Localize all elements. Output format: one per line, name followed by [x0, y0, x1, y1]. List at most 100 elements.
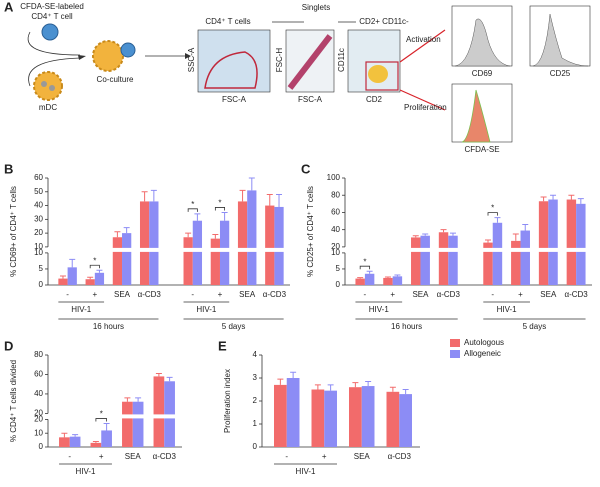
error-bar	[92, 440, 99, 443]
bar	[274, 384, 287, 447]
error-bar	[550, 194, 557, 200]
significance-label: *	[191, 200, 194, 209]
subgroup-label: HIV-1	[75, 467, 96, 476]
axis-break	[341, 247, 594, 252]
y-tick-label: 80	[331, 190, 340, 199]
error-bar	[352, 382, 359, 388]
bar	[247, 190, 257, 285]
bar	[219, 220, 230, 285]
coculture-label: Co-culture	[97, 75, 134, 84]
legend-label: Autologous	[464, 338, 504, 347]
bar	[492, 222, 503, 285]
error-bar	[485, 239, 492, 243]
y-tick-label: 40	[331, 225, 340, 234]
error-bar	[87, 276, 94, 280]
error-bar	[266, 194, 273, 206]
y-axis-label: % CD4⁺ T cells divided	[9, 360, 18, 442]
bar	[438, 232, 449, 285]
significance-bracket	[95, 418, 108, 422]
y-tick-label: 20	[34, 415, 43, 424]
bar	[286, 378, 300, 447]
error-bar	[512, 233, 519, 241]
panel-letter: D	[4, 338, 13, 353]
y-tick-label: 5	[336, 264, 341, 273]
significance-label: *	[93, 256, 96, 265]
x-tick-label: SEA	[540, 290, 557, 299]
y-tick-label: 60	[34, 370, 43, 379]
error-bar	[123, 227, 130, 234]
x-tick-label: α-CD3	[564, 290, 588, 299]
group-label: 16 hours	[391, 322, 422, 331]
error-bar	[365, 380, 372, 387]
significance-bracket	[214, 207, 226, 211]
axis-break	[44, 414, 184, 419]
x-tick-label: -	[68, 452, 71, 461]
significance-bracket	[187, 208, 198, 212]
bar	[411, 237, 421, 285]
x-tick-label: +	[99, 452, 104, 461]
error-bar	[124, 397, 131, 402]
x-tick-label: α-CD3	[138, 290, 162, 299]
y-tick-label: 40	[34, 389, 43, 398]
error-bar	[394, 274, 401, 277]
axis-label: CD11c	[337, 48, 346, 72]
error-bar	[96, 269, 103, 273]
y-tick-label: 80	[34, 350, 43, 359]
axis-break	[44, 247, 292, 252]
y-tick-label: 3	[253, 373, 258, 382]
error-bar	[114, 231, 121, 238]
arrowhead	[78, 55, 86, 60]
error-bar	[248, 177, 255, 191]
axis-label: SSC-A	[187, 47, 196, 72]
error-bar	[366, 270, 373, 274]
y-tick-label: 20	[331, 242, 340, 251]
bar	[364, 273, 375, 285]
x-tick-label: +	[518, 290, 523, 299]
x-tick-label: -	[491, 290, 494, 299]
histogram-label: CD25	[550, 69, 571, 78]
error-bar	[141, 191, 148, 202]
error-bar	[568, 194, 575, 200]
error-bar	[290, 371, 297, 378]
subgroup-label: HIV-1	[369, 305, 390, 314]
y-tick-label: 10	[34, 242, 43, 251]
connector	[27, 31, 81, 87]
histogram-curve	[532, 13, 589, 67]
error-bar	[194, 213, 201, 221]
x-tick-label: +	[92, 290, 97, 299]
bar	[311, 389, 325, 447]
y-tick-label: 10	[331, 248, 340, 257]
error-bar	[314, 384, 321, 390]
axis-label: FSC-H	[275, 48, 284, 73]
bar	[153, 376, 165, 447]
error-bar	[402, 389, 409, 395]
bar	[122, 401, 133, 447]
panel-letter: E	[218, 338, 227, 353]
x-tick-label: -	[285, 452, 288, 461]
x-tick-label: α-CD3	[388, 452, 412, 461]
bar	[94, 272, 105, 285]
x-tick-label: SEA	[354, 452, 371, 461]
y-axis-label: % CD69+ of CD4⁺ T cells	[9, 186, 18, 277]
y-tick-label: 100	[327, 173, 341, 182]
gate-label: CD2+ CD11c-	[359, 17, 409, 26]
axis-label: FSC-A	[298, 95, 323, 104]
x-tick-label: SEA	[239, 290, 256, 299]
x-tick-label: SEA	[412, 290, 429, 299]
bar	[511, 240, 521, 285]
error-bar	[384, 276, 391, 278]
bar	[122, 233, 132, 285]
bar	[139, 201, 150, 285]
arrowhead	[185, 53, 191, 59]
y-tick-label: 1	[253, 419, 258, 428]
y-tick-label: 20	[34, 228, 43, 237]
error-bar	[72, 434, 79, 437]
subgroup-label: HIV-1	[497, 305, 518, 314]
error-bar	[239, 189, 246, 202]
cell-label: CFDA-SE-labeled	[20, 2, 84, 11]
error-bar	[150, 189, 157, 202]
histogram-curve	[454, 18, 511, 67]
bar	[132, 401, 144, 447]
population	[368, 65, 388, 83]
bar	[90, 442, 102, 447]
